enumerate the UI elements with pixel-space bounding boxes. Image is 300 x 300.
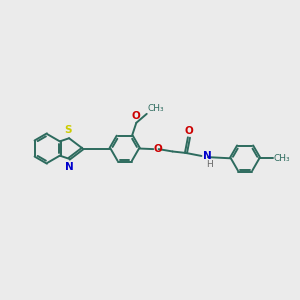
Text: O: O: [132, 111, 141, 121]
Text: H: H: [206, 160, 213, 169]
Text: N: N: [65, 162, 74, 172]
Text: N: N: [202, 151, 211, 161]
Text: CH₃: CH₃: [274, 154, 290, 163]
Text: S: S: [65, 125, 72, 135]
Text: O: O: [184, 126, 193, 136]
Text: O: O: [154, 144, 163, 154]
Text: CH₃: CH₃: [148, 104, 164, 113]
